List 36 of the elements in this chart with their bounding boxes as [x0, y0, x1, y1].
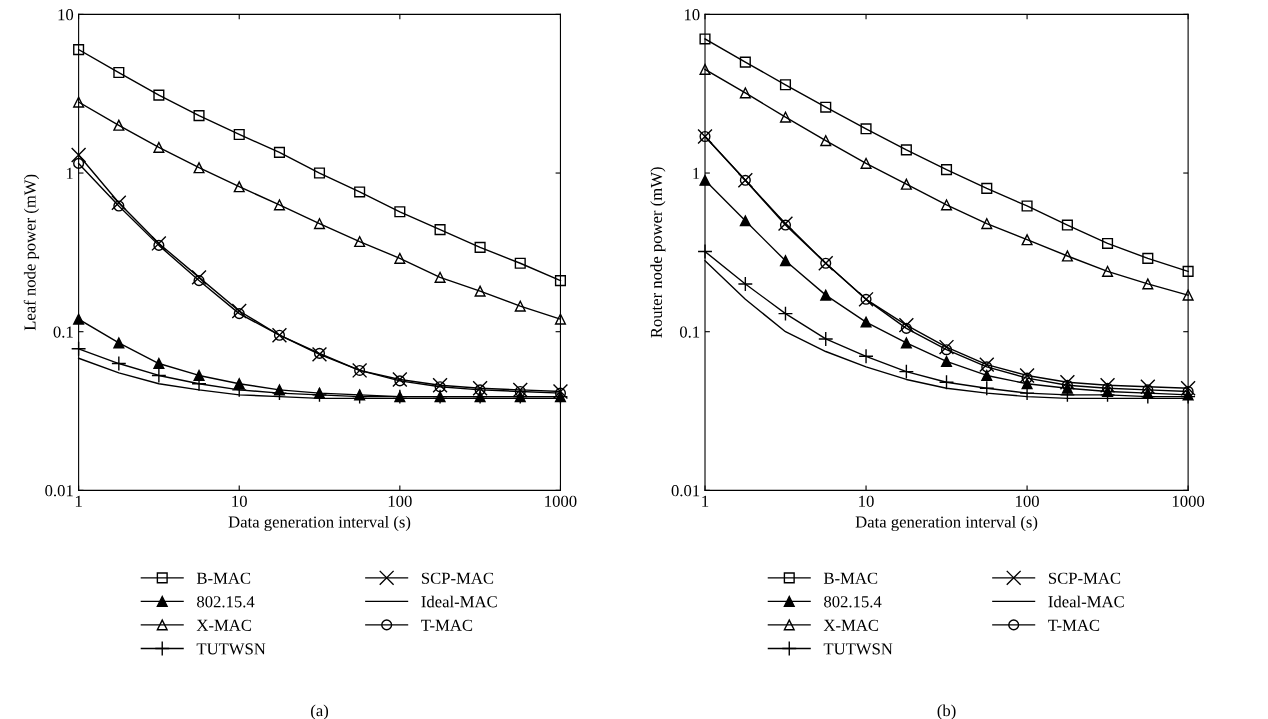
y-axis-title: Router node power (mW) [650, 167, 666, 338]
x-tick-label: 1 [75, 495, 82, 507]
text: (a) [311, 704, 329, 719]
legend-label: TUTWSN [196, 643, 266, 655]
y-tick-label: 10 [684, 9, 700, 21]
legend-label: B-MAC [196, 572, 251, 584]
x-tick-label: 100 [1016, 495, 1039, 507]
y-tick-label: 0.01 [45, 485, 73, 497]
legend-label: X-MAC [196, 619, 252, 631]
legend-label: SCP-MAC [1048, 572, 1121, 584]
legend-label: Ideal-MAC [1048, 595, 1124, 608]
legend-label: SCP-MAC [421, 572, 494, 584]
x-axis-title: Data generation interval (s) [228, 515, 411, 532]
legend-label: B-MAC [823, 572, 878, 584]
x-tick-label: 1000 [1172, 495, 1205, 507]
y-tick-label: 0.1 [53, 326, 73, 338]
x-tick-label: 10 [859, 495, 874, 507]
legend-label: TUTWSN [823, 643, 893, 655]
legend-label: T-MAC [421, 619, 473, 631]
legend-label: X-MAC [823, 619, 879, 631]
text: (b) [937, 704, 956, 719]
y-tick-label: 1 [693, 167, 700, 179]
y-tick-label: 1 [66, 167, 73, 179]
legend-label: 802.15.4 [824, 596, 882, 608]
y-tick-label: 10 [58, 9, 74, 21]
legend-label: T-MAC [1048, 619, 1100, 631]
x-tick-label: 100 [388, 495, 412, 507]
x-tick-label: 1000 [545, 495, 577, 507]
x-tick-label: 1 [702, 495, 709, 507]
y-tick-label: 0.01 [671, 485, 700, 497]
legend-label: 802.15.4 [197, 596, 255, 608]
x-tick-label: 10 [232, 495, 247, 507]
legend-label: Ideal-MAC [421, 595, 497, 608]
y-tick-label: 0.1 [679, 326, 700, 338]
x-axis-title: Data generation interval (s) [855, 515, 1038, 532]
y-axis-title: Leaf node power (mW) [23, 174, 40, 331]
